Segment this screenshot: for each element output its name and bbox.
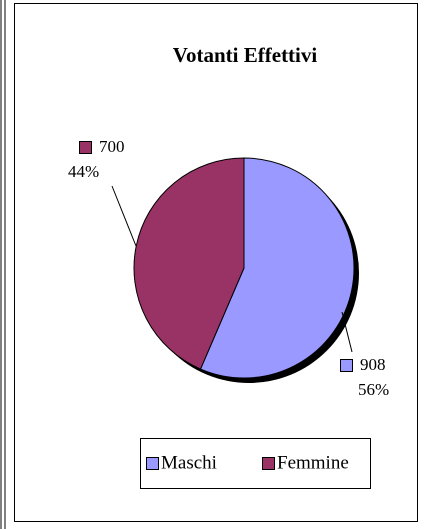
- pie-slice: [199, 157, 355, 379]
- legend-swatch: [146, 457, 159, 470]
- percent-label: 44%: [68, 162, 99, 181]
- label-swatch: [340, 359, 353, 372]
- legend-label: Femmine: [277, 452, 349, 473]
- leader-line: [111, 185, 137, 247]
- label-swatch: [79, 141, 92, 154]
- legend: [140, 438, 371, 489]
- chart-title: Votanti Effettivi: [173, 43, 318, 67]
- legend-label: Maschi: [161, 452, 217, 473]
- percent-label: 56%: [358, 380, 389, 399]
- leader-line: [341, 311, 353, 353]
- legend-swatch: [262, 457, 275, 470]
- data-label: 908: [360, 355, 386, 374]
- data-label: 700: [99, 137, 125, 156]
